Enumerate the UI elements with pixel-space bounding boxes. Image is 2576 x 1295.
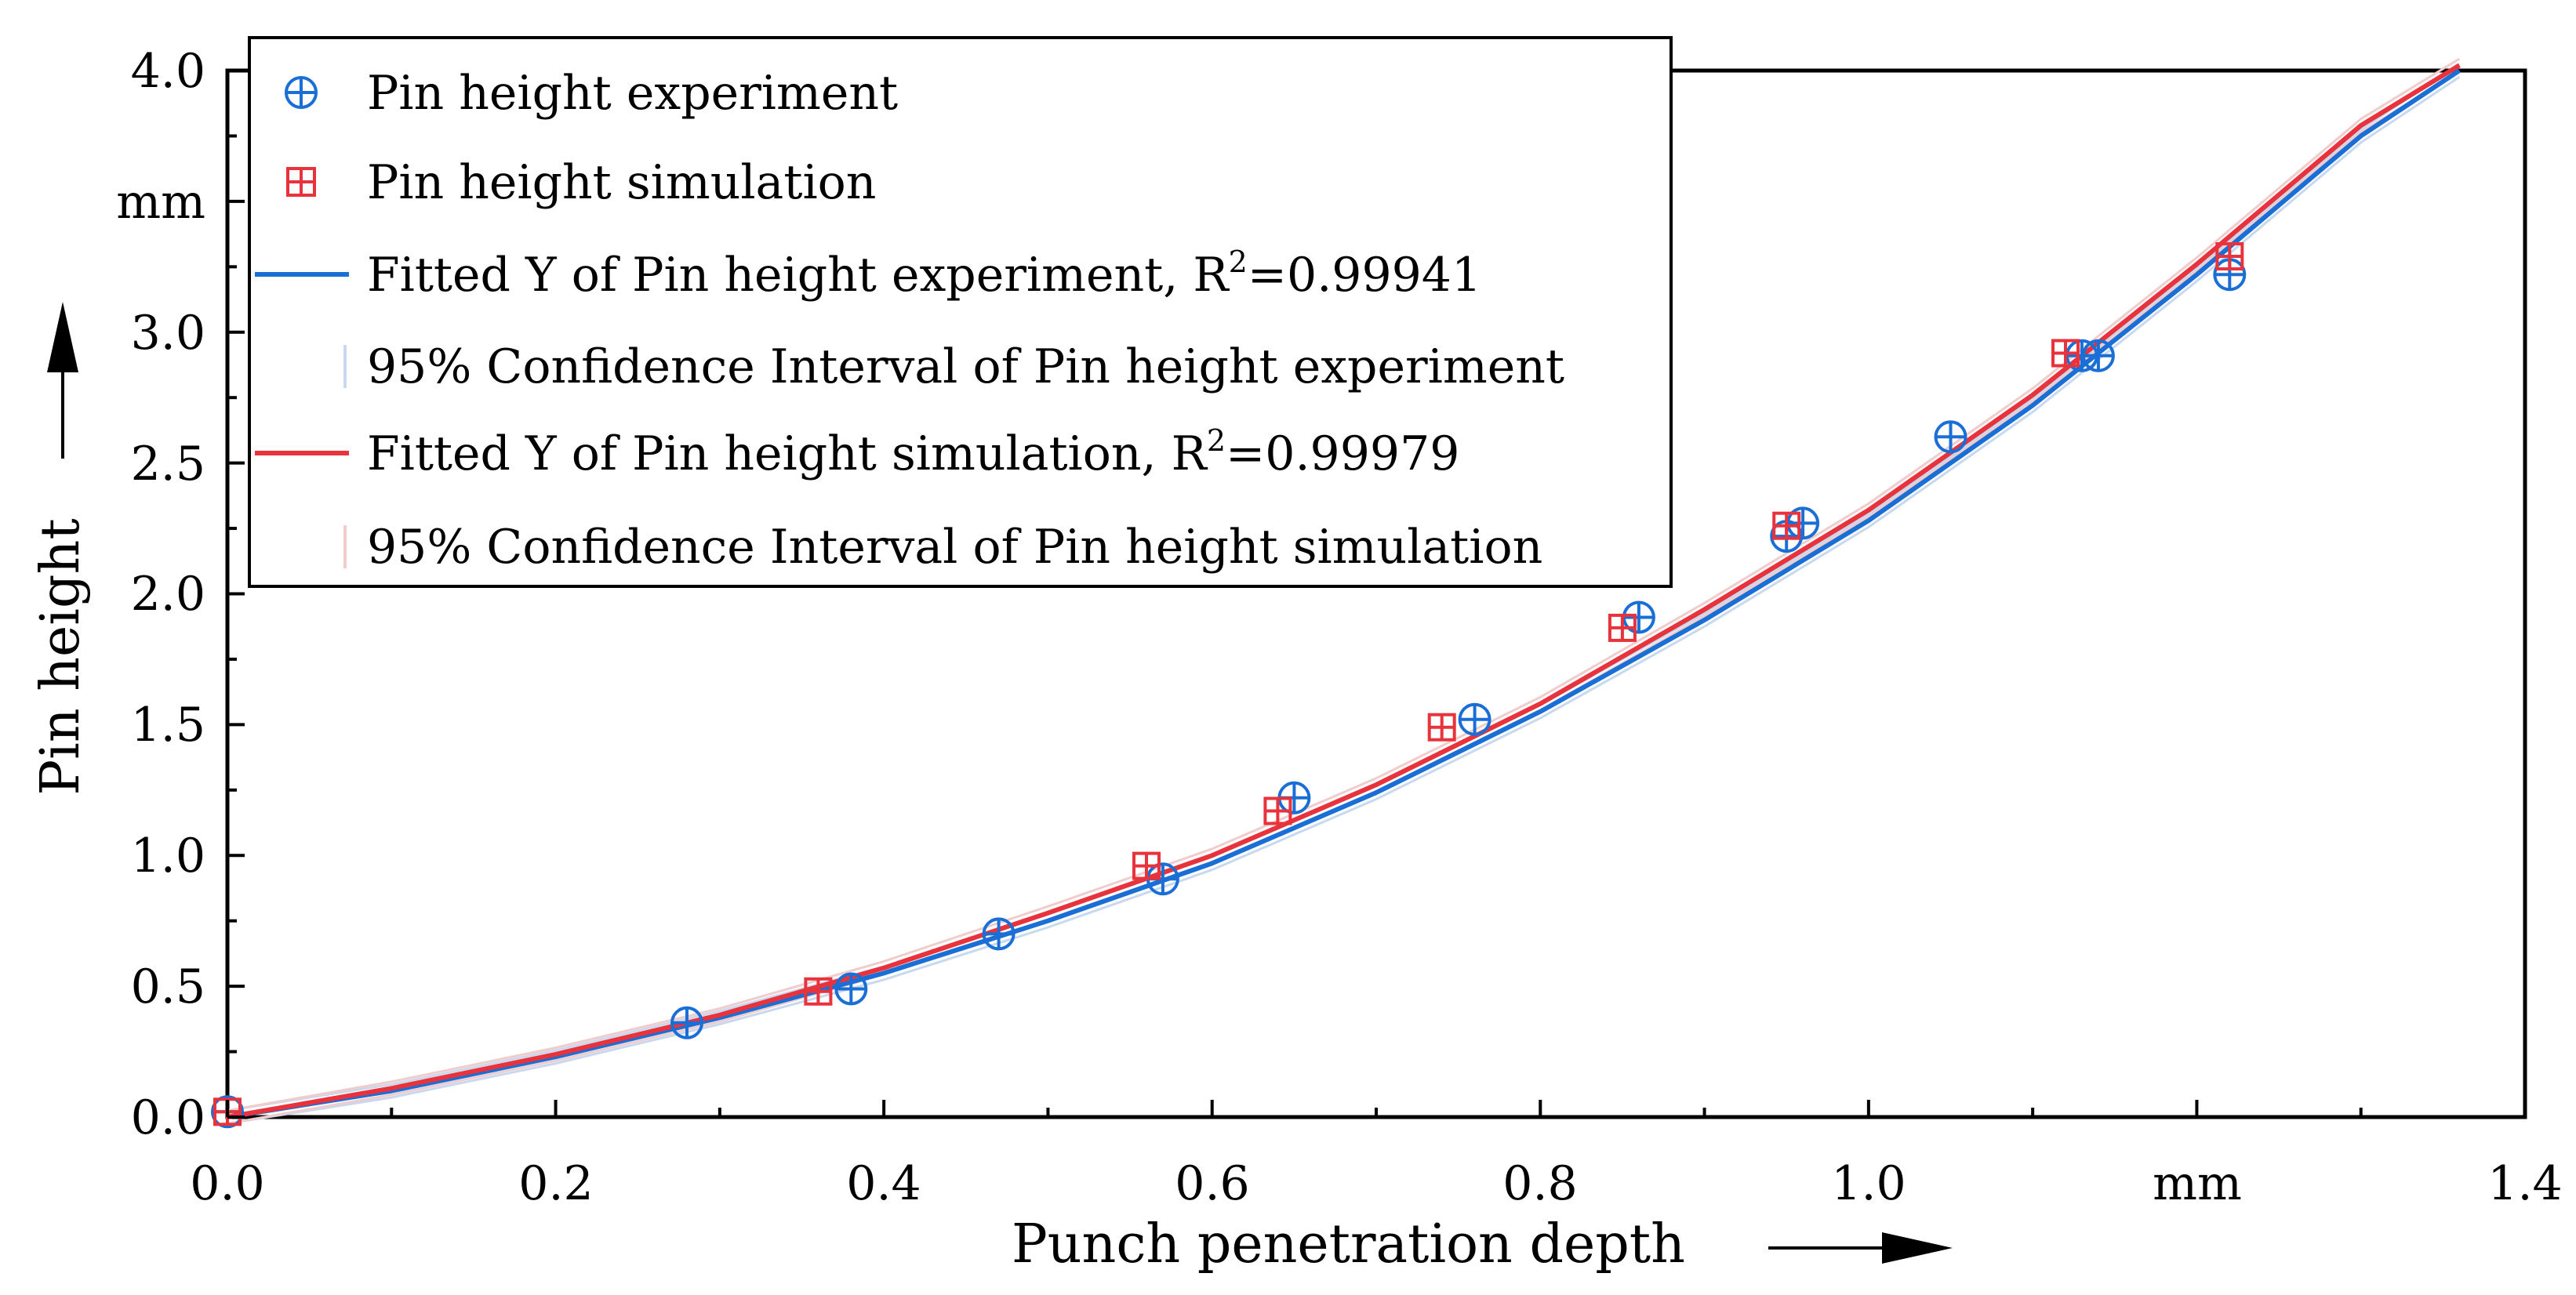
x-unit-label: mm xyxy=(2153,1156,2242,1211)
fit-lines xyxy=(227,63,2461,1119)
legend-box xyxy=(248,36,1673,588)
square-plus-marker-icon xyxy=(286,167,316,197)
experiment-point xyxy=(1934,420,1967,454)
y-unit-label: mm xyxy=(116,175,205,230)
r2-superscript: 2 xyxy=(1229,245,1248,279)
y-tick-label: 0.0 xyxy=(131,1090,205,1145)
simulation-point xyxy=(1608,613,1637,642)
y-tick-label: 2.5 xyxy=(131,437,205,492)
x-tick-label: 1.4 xyxy=(2487,1156,2562,1211)
fit-line-simulation xyxy=(227,63,2461,1119)
r2-value: =0.99979 xyxy=(1226,426,1459,481)
x-axis-title: Punch penetration depth xyxy=(1012,1213,1685,1275)
simulation-point xyxy=(2051,339,2080,368)
y-tick-label: 1.0 xyxy=(131,829,205,883)
axis-ticks xyxy=(226,69,2527,1119)
legend-item-fit-experiment: Fitted Y of Pin height experiment, R2=0.… xyxy=(255,245,1481,303)
legend-item-fit-simulation: Fitted Y of Pin height simulation, R2=0.… xyxy=(255,423,1459,481)
y-tick-label: 0.5 xyxy=(131,959,205,1014)
fit-line-experiment xyxy=(227,68,2461,1119)
x-tick-labels: 0.0 0.2 0.4 0.6 0.8 1.0 mm 1.4 xyxy=(190,1156,2562,1211)
circle-plus-marker-icon xyxy=(285,76,318,109)
simulation-point xyxy=(1427,713,1456,742)
legend-label: Fitted Y of Pin height simulation, R2=0.… xyxy=(367,423,1459,481)
x-tick-label: 0.8 xyxy=(1502,1156,1577,1211)
x-tick-label: 0.2 xyxy=(518,1156,593,1211)
legend-label: Fitted Y of Pin height experiment, R2=0.… xyxy=(367,245,1481,303)
data-markers xyxy=(211,242,2247,1129)
y-tick-label: 1.5 xyxy=(131,698,205,753)
legend-item-experiment: Pin height experiment xyxy=(285,66,898,121)
r2-superscript: 2 xyxy=(1207,423,1226,458)
y-axis-arrow xyxy=(47,302,78,459)
experiment-point xyxy=(834,972,868,1006)
legend: Pin height experiment Pin height simulat… xyxy=(248,36,1673,588)
legend-label-text: Fitted Y of Pin height experiment, R xyxy=(367,248,1230,303)
experiment-point xyxy=(982,917,1016,951)
ci-band-upper xyxy=(227,57,2461,1112)
legend-label: Pin height simulation xyxy=(367,155,876,210)
legend-label: 95% Confidence Interval of Pin height si… xyxy=(367,520,1542,575)
y-tick-label: 2.0 xyxy=(131,567,205,622)
simulation-point xyxy=(2215,242,2244,270)
legend-item-ci-experiment: 95% Confidence Interval of Pin height ex… xyxy=(343,339,1564,394)
experiment-point xyxy=(1458,702,1491,736)
simulation-point xyxy=(1772,511,1801,540)
legend-item-ci-simulation: 95% Confidence Interval of Pin height si… xyxy=(343,520,1542,575)
simulation-point xyxy=(1132,851,1161,880)
y-tick-label: 3.0 xyxy=(131,306,205,361)
ci-band-lower xyxy=(227,76,2461,1125)
y-tick-label: 4.0 xyxy=(131,44,205,99)
x-tick-label: 0.4 xyxy=(846,1156,921,1211)
x-tick-label: 1.0 xyxy=(1831,1156,1906,1211)
x-tick-label: 0.6 xyxy=(1175,1156,1249,1211)
r2-value: =0.99941 xyxy=(1248,248,1481,303)
experiment-point xyxy=(670,1006,703,1039)
x-tick-label: 0.0 xyxy=(190,1156,264,1211)
y-axis-title: Pin height xyxy=(30,518,92,795)
legend-label-text: Fitted Y of Pin height simulation, R xyxy=(367,426,1208,481)
simulation-point xyxy=(804,977,833,1006)
legend-item-simulation: Pin height simulation xyxy=(286,155,876,210)
experiment-point xyxy=(2081,339,2115,372)
simulation-point xyxy=(1263,796,1292,825)
x-axis-arrow xyxy=(1768,1232,1953,1264)
legend-label: 95% Confidence Interval of Pin height ex… xyxy=(367,339,1564,394)
legend-label: Pin height experiment xyxy=(367,66,898,121)
y-tick-labels: 0.0 0.5 1.0 1.5 2.0 2.5 3.0 mm 4.0 xyxy=(116,44,205,1145)
